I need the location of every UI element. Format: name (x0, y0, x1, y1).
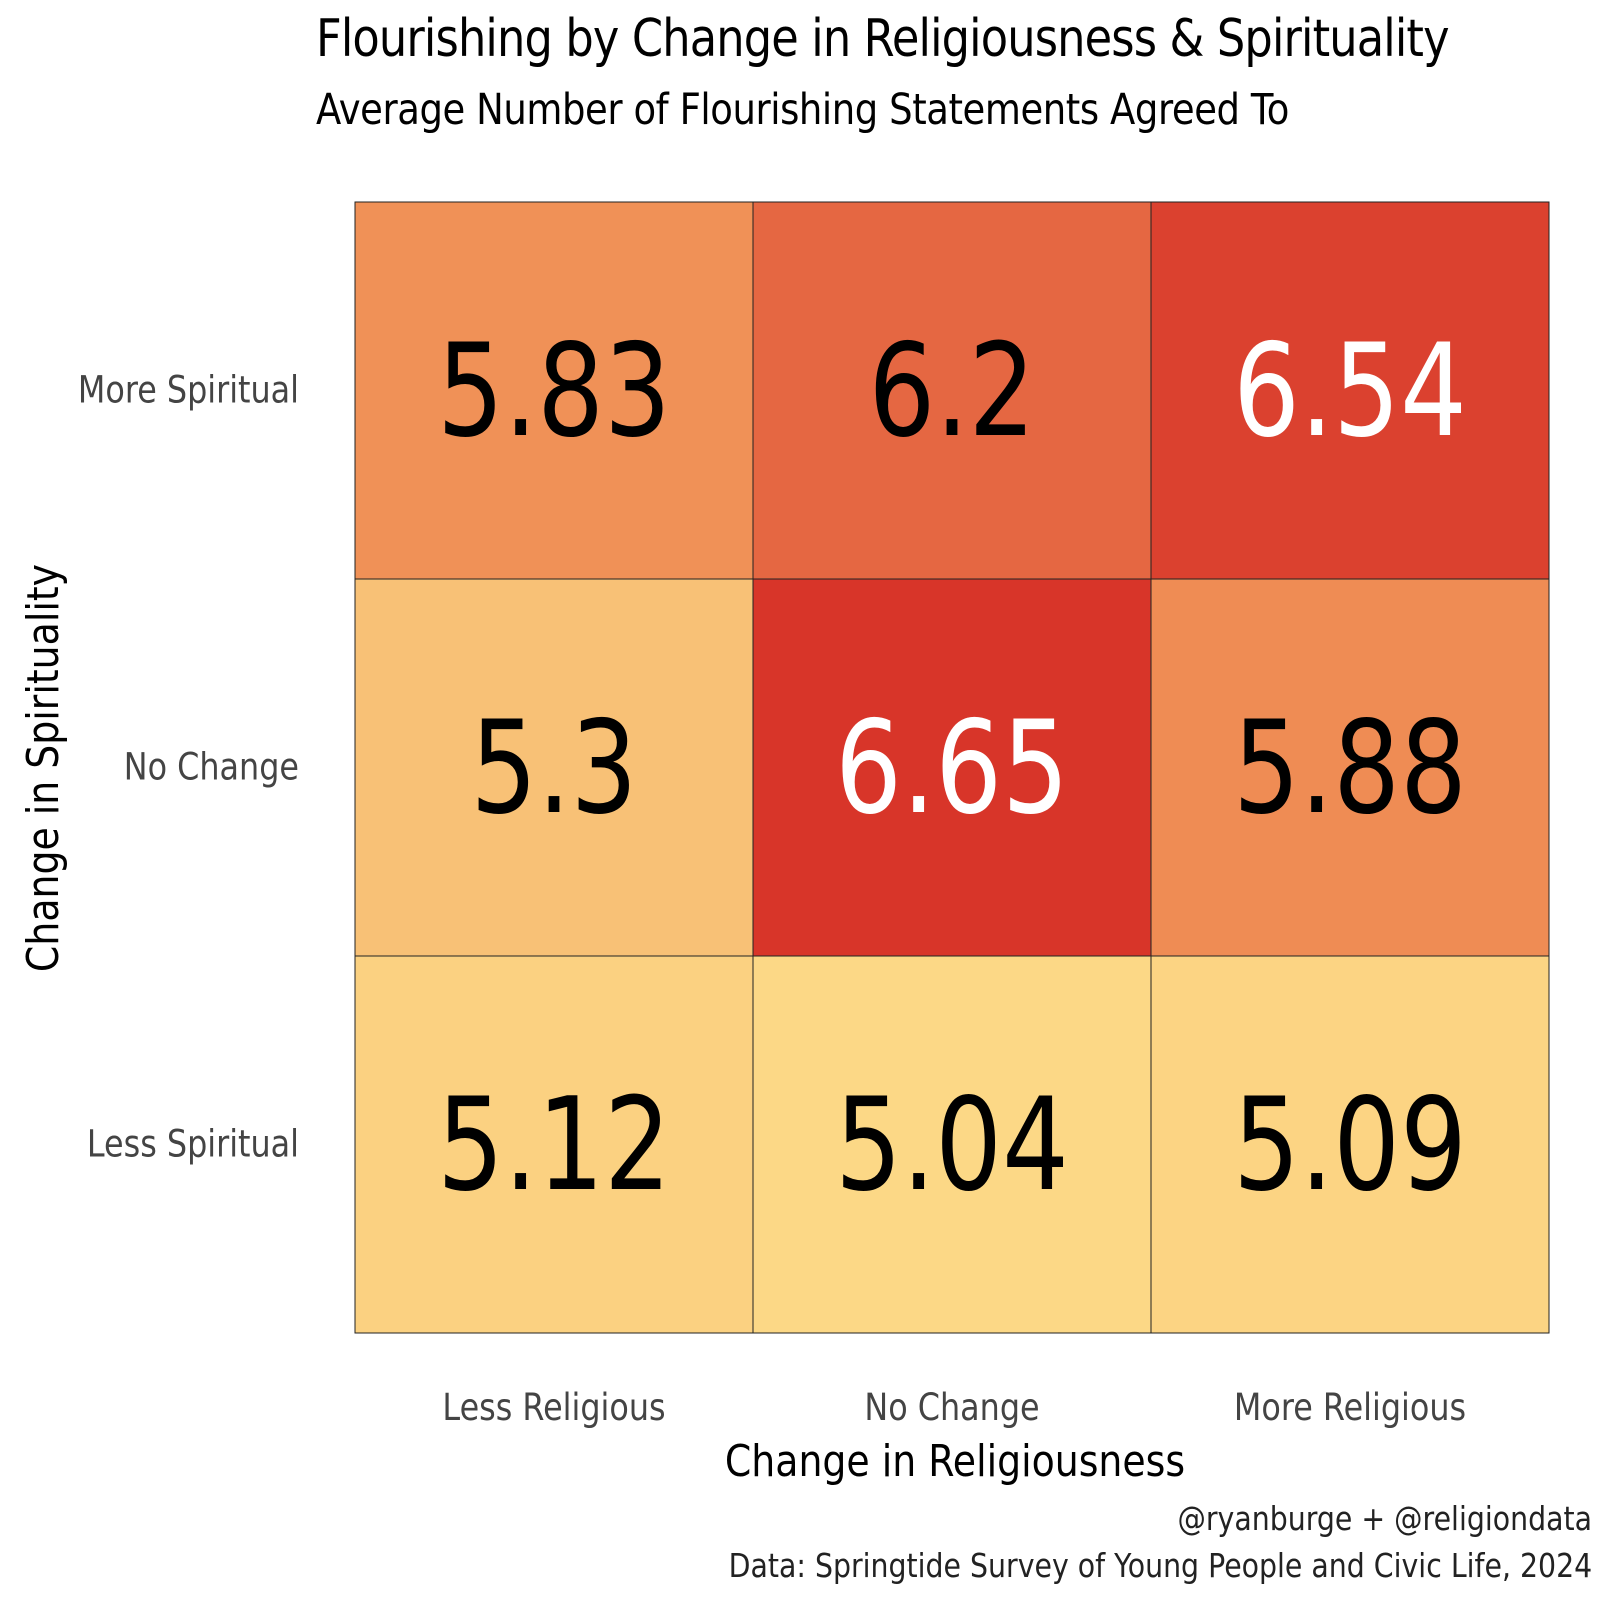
heatmap-cell (354, 955, 754, 1334)
y-axis-tick-label: More Spiritual (78, 369, 299, 412)
heatmap-cell-value: 6.54 (1233, 316, 1467, 466)
heatmap-cell-value: 5.09 (1233, 1070, 1467, 1220)
x-axis-title: Change in Religiousness (725, 1435, 1185, 1486)
heatmap-cell-value: 6.2 (869, 316, 1036, 466)
y-axis-title: Change in Spirituality (17, 564, 68, 972)
heatmap-cell (354, 578, 754, 957)
heatmap-cell (752, 201, 1152, 580)
y-axis-tick-label: No Change (124, 746, 299, 789)
y-axis-tick-label: Less Spiritual (87, 1123, 299, 1166)
heatmap-cell (354, 201, 754, 580)
heatmap-cell-value: 5.3 (471, 693, 638, 843)
x-axis-tick-labels: Less Religious No Change More Religious (442, 1387, 1466, 1430)
heatmap-cell-labels: 5.83 6.2 6.54 5.3 6.65 5.88 5.12 5.04 5.09 (437, 316, 1467, 1220)
y-axis-tick-labels: More Spiritual No Change Less Spiritual (78, 369, 299, 1166)
heatmap-cell (752, 578, 1152, 957)
heatmap-cell-value: 5.83 (437, 316, 671, 466)
x-axis-tick-label: Less Religious (442, 1387, 665, 1430)
heatmap-cell (1150, 955, 1550, 1334)
heatmap-cell (1150, 201, 1550, 580)
chart-subtitle: Average Number of Flourishing Statements… (316, 85, 1289, 135)
heatmap-cell-value: 5.04 (835, 1070, 1069, 1220)
credit-caption: @ryanburge + @religiondata (1177, 1499, 1592, 1538)
heatmap-cells (354, 201, 1550, 1334)
heatmap-cell-value: 5.88 (1233, 693, 1467, 843)
heatmap-cell-value: 5.12 (437, 1070, 671, 1220)
heatmap-cell (1150, 578, 1550, 957)
source-caption: Data: Springtide Survey of Young People … (728, 1546, 1592, 1585)
chart-title: Flourishing by Change in Religiousness &… (316, 9, 1450, 69)
x-axis-tick-label: No Change (864, 1387, 1039, 1430)
heatmap-cell-value: 6.65 (835, 693, 1069, 843)
x-axis-tick-label: More Religious (1234, 1387, 1466, 1430)
heatmap-cell (752, 955, 1152, 1334)
